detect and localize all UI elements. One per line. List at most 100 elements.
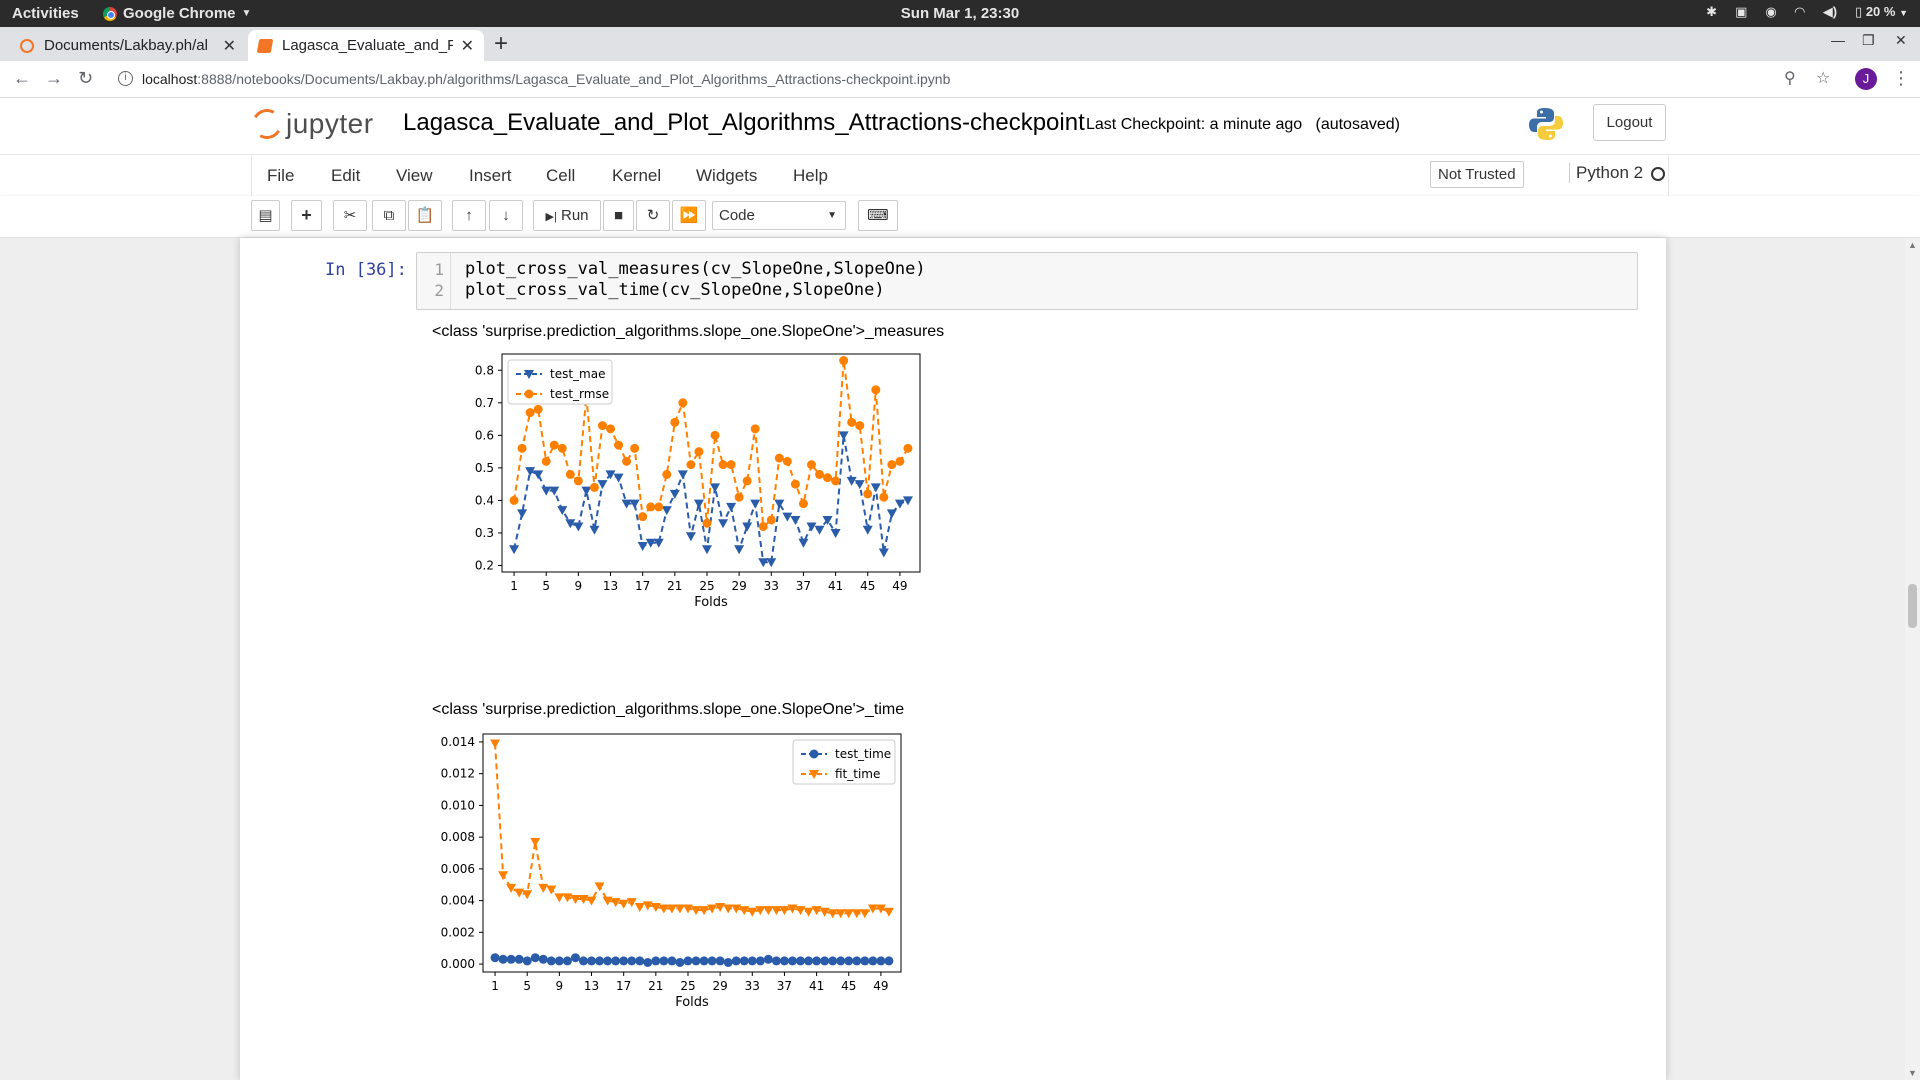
page-scrollbar[interactable]: ▲ ▼	[1905, 238, 1920, 1080]
close-icon[interactable]: ✕	[460, 37, 474, 55]
y-tick-label: 0.000	[441, 957, 475, 971]
data-point-test_mae	[589, 525, 600, 535]
data-point-test_mae	[525, 467, 536, 477]
data-point-test_time	[852, 956, 862, 966]
command-palette-button[interactable]: ⌨	[858, 200, 898, 231]
jupyter-logo[interactable]: jupyter	[248, 105, 374, 143]
data-point-test_mae	[669, 489, 680, 499]
move-down-button[interactable]: ↓	[489, 200, 523, 231]
move-up-button[interactable]: ↑	[452, 200, 486, 231]
data-point-fit_time	[755, 906, 766, 916]
more-menu-icon[interactable]: ⋮	[1892, 68, 1910, 88]
data-point-test_rmse	[871, 385, 881, 395]
back-arrow-icon[interactable]: ←	[13, 68, 31, 88]
data-point-test_time	[787, 956, 797, 966]
copy-button[interactable]: ⧉	[372, 200, 406, 231]
close-icon[interactable]: ✕	[222, 37, 236, 55]
notebook-page	[240, 238, 1666, 1080]
volume-icon[interactable]: ◀)	[1822, 4, 1838, 19]
url-host: localhost	[142, 71, 198, 87]
restart-run-all-button[interactable]: ⏩	[672, 200, 706, 231]
menu-view[interactable]: View	[396, 166, 433, 185]
x-tick-label: 25	[680, 979, 695, 993]
data-point-test_rmse	[815, 469, 825, 479]
minimize-button[interactable]: —	[1831, 32, 1845, 48]
tab-notebook[interactable]: Lagasca_Evaluate_and_Pl ✕	[248, 30, 484, 61]
scroll-up-icon[interactable]: ▲	[1908, 240, 1917, 250]
info-icon[interactable]: i	[118, 71, 133, 86]
restart-kernel-button[interactable]: ↻	[636, 200, 670, 231]
data-point-test_rmse	[630, 443, 640, 453]
data-point-fit_time	[763, 906, 774, 916]
data-point-test_mae	[517, 509, 528, 519]
menu-cell[interactable]: Cell	[546, 166, 576, 185]
wifi-icon[interactable]: ◠	[1794, 4, 1805, 19]
data-point-test_mae	[886, 509, 897, 519]
cut-button[interactable]: ✂	[333, 200, 367, 231]
data-point-test_time	[731, 956, 741, 966]
bookmark-star-icon[interactable]: ☆	[1816, 70, 1831, 87]
y-tick-label: 0.010	[441, 798, 475, 812]
code-cell-editor[interactable]: 1 2 plot_cross_val_measures(cv_SlopeOne,…	[416, 252, 1638, 310]
menu-insert[interactable]: Insert	[469, 166, 512, 185]
scrollbar-thumb[interactable]	[1908, 584, 1917, 628]
save-button[interactable]: ▤	[251, 200, 280, 231]
plus-icon: +	[301, 205, 312, 225]
logout-button[interactable]: Logout	[1593, 104, 1666, 141]
steam-icon[interactable]: ◉	[1765, 4, 1777, 19]
menu-edit[interactable]: Edit	[331, 166, 361, 185]
tab-documents[interactable]: Documents/Lakbay.ph/al ✕	[10, 30, 246, 61]
series-line-test_rmse	[513, 360, 909, 529]
notebook-name[interactable]: Lagasca_Evaluate_and_Plot_Algorithms_Att…	[403, 109, 1085, 136]
menu-kernel[interactable]: Kernel	[612, 166, 662, 185]
legend-marker	[524, 389, 534, 399]
close-window-button[interactable]: ✕	[1895, 32, 1907, 48]
data-point-test_time	[619, 956, 629, 966]
battery-indicator[interactable]: ▯ 20 % ▼	[1855, 4, 1908, 20]
data-point-test_time	[779, 956, 789, 966]
x-tick-label: 5	[542, 579, 550, 593]
kernel-name[interactable]: Python 2	[1569, 163, 1643, 183]
x-tick-label: 9	[556, 979, 564, 993]
paste-button[interactable]: 📋	[408, 200, 442, 231]
system-tray[interactable]: ✱ ▣ ◉ ◠ ◀) ▯ 20 % ▼	[1706, 4, 1908, 20]
data-point-test_mae	[782, 512, 793, 522]
insert-cell-button[interactable]: +	[291, 200, 322, 231]
scroll-down-icon[interactable]: ▼	[1908, 1068, 1917, 1078]
line-number-gutter: 1 2	[417, 253, 451, 309]
run-button[interactable]: ▶| Run	[533, 200, 601, 231]
app-menu-label: Google Chrome	[123, 5, 236, 22]
interrupt-button[interactable]: ■	[603, 200, 634, 231]
data-point-test_mae	[597, 480, 608, 490]
url-field[interactable]: localhost:8888/notebooks/Documents/Lakba…	[142, 71, 950, 87]
cell-type-select[interactable]: Code ▼	[712, 201, 846, 230]
data-point-fit_time	[642, 901, 653, 911]
forward-arrow-icon[interactable]: →	[45, 68, 63, 88]
data-point-test_mae	[870, 483, 881, 493]
step-forward-icon: ▶|	[545, 211, 557, 223]
app-menu[interactable]: Google Chrome ▼	[103, 5, 251, 22]
profile-avatar[interactable]: J	[1855, 68, 1877, 90]
time-chart: 0.000 0.002 0.004 0.006 0.008 0.010 0.012 0.014…	[441, 733, 902, 1010]
display-icon[interactable]: ▣	[1735, 4, 1748, 19]
restore-button[interactable]: ❐	[1862, 32, 1875, 48]
not-trusted-badge[interactable]: Not Trusted	[1430, 161, 1524, 188]
menu-file[interactable]: File	[267, 166, 295, 185]
data-point-fit_time	[522, 890, 533, 900]
zoom-icon[interactable]: ⚲	[1784, 70, 1796, 87]
menu-widgets[interactable]: Widgets	[696, 166, 758, 185]
data-point-test_time	[691, 956, 701, 966]
menu-help[interactable]: Help	[793, 166, 828, 185]
data-point-test_mae	[758, 558, 769, 568]
data-point-test_time	[812, 956, 822, 966]
accessibility-icon[interactable]: ✱	[1706, 4, 1718, 19]
y-tick-label: 0.5	[475, 461, 494, 475]
cell-type-value: Code	[719, 207, 755, 224]
activities-button[interactable]: Activities	[12, 5, 79, 22]
data-point-test_rmse	[638, 512, 648, 522]
reload-icon[interactable]: ↻	[78, 68, 94, 88]
code-line[interactable]: plot_cross_val_measures(cv_SlopeOne,Slop…	[465, 259, 926, 279]
clock[interactable]: Sun Mar 1, 23:30	[900, 5, 1020, 22]
code-line[interactable]: plot_cross_val_time(cv_SlopeOne,SlopeOne…	[465, 280, 885, 300]
new-tab-button[interactable]: +	[494, 30, 509, 57]
